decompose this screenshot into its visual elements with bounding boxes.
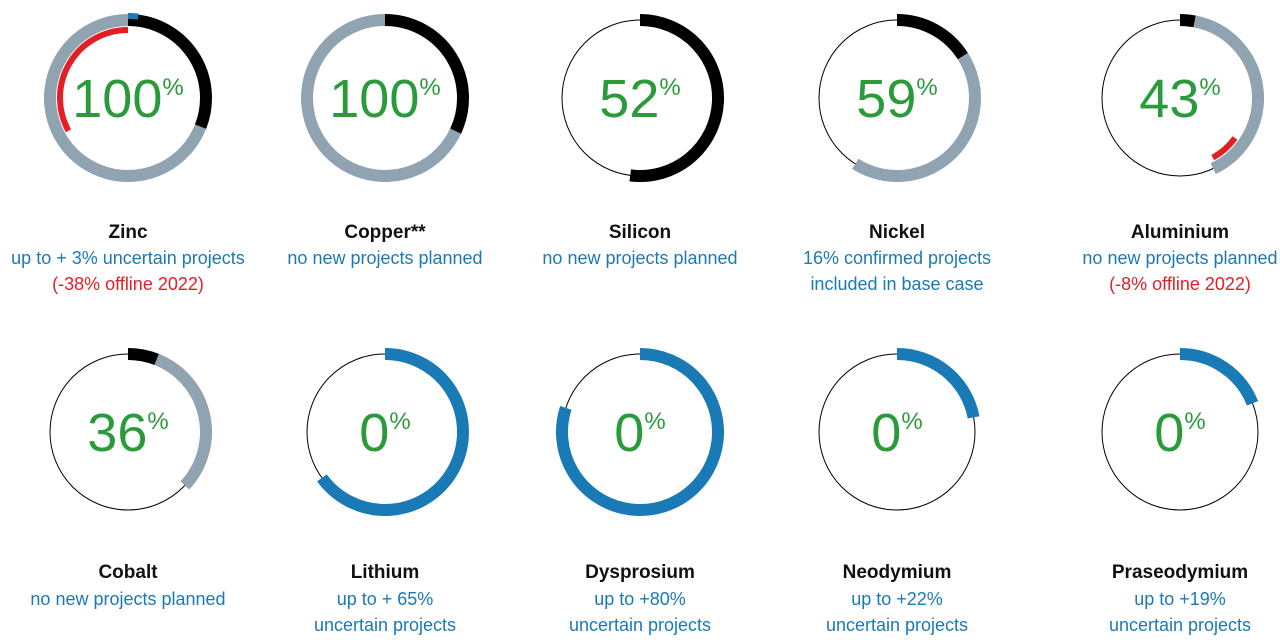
item-note: no new projects planned (30, 589, 225, 609)
value-number: 36 (87, 403, 147, 463)
item-note: uncertain projects (1109, 615, 1251, 635)
donut-item: 59% Nickel 16% confirmed projects included … (803, 14, 991, 294)
value-text: 52% (599, 69, 680, 129)
item-note: no new projects planned (1082, 248, 1277, 268)
item-note: uncertain projects (314, 615, 456, 635)
item-note: (-8% offline 2022) (1109, 274, 1251, 294)
ring-segment (127, 13, 139, 20)
donut-item: 52% Silicon no new projects planned (542, 14, 738, 268)
ring-segment (57, 27, 129, 133)
item-note: up to + 3% uncertain projects (11, 248, 245, 268)
ring-segment (127, 14, 212, 129)
value-text: 0% (614, 403, 665, 463)
value-text: 43% (1139, 69, 1220, 129)
donut-item: 43% Aluminium no new projects planned (-8% … (1082, 13, 1278, 294)
value-text: 0% (359, 403, 410, 463)
value-number: 52 (599, 69, 659, 129)
item-note: 16% confirmed projects (803, 248, 991, 268)
ring-segment (629, 14, 725, 182)
ring-segment (1179, 13, 1196, 28)
item-name: Praseodymium (1112, 562, 1248, 583)
value-unit: % (1184, 408, 1205, 435)
item-note: no new projects planned (287, 248, 482, 268)
donut-item: 100% Zinc up to + 3% uncertain projects (-3… (11, 13, 245, 294)
ring-segment (896, 348, 980, 419)
value-text: 100% (72, 69, 183, 129)
value-unit: % (916, 74, 937, 101)
ring-segment (1179, 348, 1259, 406)
value-number: 0 (1154, 403, 1184, 463)
donut-item: 0% Praseodymium up to +19% uncertain projec… (1101, 348, 1259, 635)
item-name: Cobalt (98, 562, 158, 583)
ring-segment (127, 348, 159, 366)
donut-item: 0% Lithium up to + 65% uncertain projects (306, 348, 469, 635)
item-name: Silicon (609, 222, 671, 243)
donut-item: 0% Neodymium up to +22% uncertain projects (818, 348, 980, 635)
item-name: Zinc (108, 222, 147, 243)
ring-segment (317, 348, 469, 516)
item-note: included in base case (810, 274, 983, 294)
value-number: 100 (329, 69, 419, 129)
item-name: Lithium (351, 562, 420, 583)
item-note: up to +19% (1134, 589, 1226, 609)
item-note: up to + 65% (337, 589, 434, 609)
value-unit: % (659, 74, 680, 101)
item-note: (-38% offline 2022) (52, 274, 204, 294)
ring-segment (852, 53, 981, 182)
ring-segment (1211, 136, 1238, 161)
value-text: 100% (329, 69, 440, 129)
value-unit: % (419, 74, 440, 101)
ring-segment (44, 14, 207, 182)
ring-segment (556, 348, 724, 516)
value-number: 0 (614, 403, 644, 463)
ring-segment (1193, 15, 1264, 175)
item-note: up to +22% (851, 589, 943, 609)
value-unit: % (162, 74, 183, 101)
value-unit: % (901, 408, 922, 435)
value-number: 59 (856, 69, 916, 129)
ring-segment (384, 14, 469, 134)
value-unit: % (1199, 74, 1220, 101)
value-number: 100 (72, 69, 162, 129)
item-note: uncertain projects (826, 615, 968, 635)
item-name: Dysprosium (585, 562, 695, 583)
value-text: 59% (856, 69, 937, 129)
ring-segment (896, 14, 968, 60)
value-number: 43 (1139, 69, 1199, 129)
value-number: 0 (359, 403, 389, 463)
value-text: 36% (87, 403, 168, 463)
item-note: no new projects planned (542, 248, 737, 268)
value-unit: % (644, 408, 665, 435)
value-number: 0 (871, 403, 901, 463)
ring-segment (154, 353, 212, 490)
item-name: Neodymium (843, 562, 952, 583)
item-name: Copper** (344, 222, 426, 243)
item-note: up to +80% (594, 589, 686, 609)
donut-item: 36% Cobalt no new projects planned (30, 348, 226, 609)
value-text: 0% (1154, 403, 1205, 463)
donut-item: 0% Dysprosium up to +80% uncertain projects (556, 348, 724, 635)
value-unit: % (389, 408, 410, 435)
value-text: 0% (871, 403, 922, 463)
donut-item: 100% Copper** no new projects planned (287, 14, 483, 268)
item-note: uncertain projects (569, 615, 711, 635)
ring-segment (301, 14, 462, 182)
value-unit: % (147, 408, 168, 435)
item-name: Nickel (869, 222, 925, 243)
item-name: Aluminium (1131, 222, 1229, 243)
